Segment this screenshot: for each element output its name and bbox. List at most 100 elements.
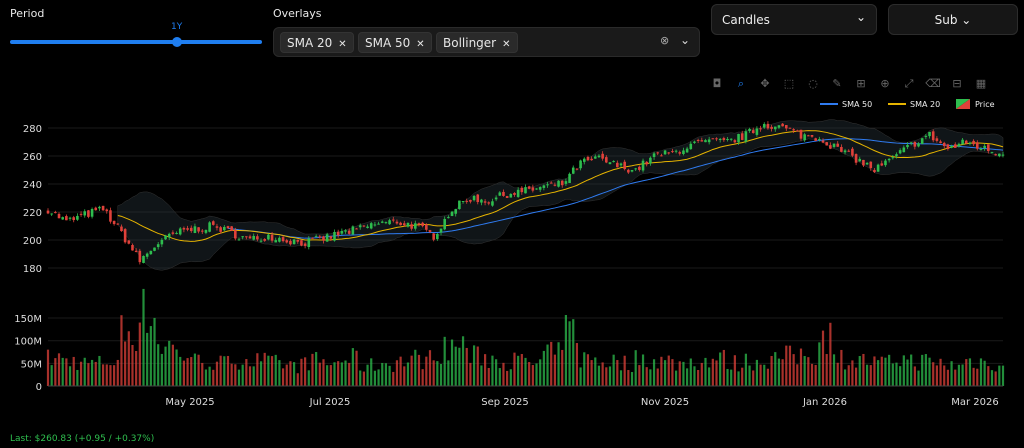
candle [975,142,979,149]
volume-bar [832,354,836,386]
period-slider-thumb[interactable] [172,37,182,47]
autoscale-icon[interactable]: ⤢ [904,77,914,90]
volume-bar [472,345,476,386]
volume-bar [836,362,839,386]
overlays-multiselect[interactable]: SMA 20 ✕ SMA 50 ✕ Bollinger ✕ ⊗ ⌄ [273,27,700,57]
volume-bar [810,363,814,386]
x-tick-label: Jan 2026 [802,397,847,408]
candle [538,187,542,190]
pan-icon[interactable]: ✥ [760,77,770,90]
sma20-line [117,130,1004,242]
chevron-down-icon[interactable]: ⌄ [680,33,691,47]
candle [68,217,72,219]
candle [219,227,222,232]
volume-bar [46,349,50,386]
volume-bar [865,364,869,386]
volume-bar [454,346,457,386]
candle [762,123,766,128]
legend-price-swatch-down [956,99,970,109]
volume-bar [733,355,736,386]
plotly-logo-icon[interactable]: ▦ [975,77,987,90]
candle [454,209,458,214]
candle [920,138,924,144]
fullscreen-icon[interactable]: ⊟ [952,77,962,90]
volume-bar [564,314,568,386]
volume-bar [61,357,64,386]
period-slider-track[interactable] [10,40,262,44]
candle [564,181,568,184]
zoom-out-icon[interactable]: ⊕ [880,77,890,90]
overlay-chip-sma20[interactable]: SMA 20 ✕ [280,32,354,53]
volume-bar [858,356,861,386]
volume-bar [645,367,648,386]
volume-bar [219,355,222,386]
overlay-chip-bollinger[interactable]: Bollinger ✕ [436,32,518,53]
volume-bar [480,365,483,386]
chip-label: SMA 20 [287,36,333,50]
reset-icon[interactable]: ⌫ [925,77,941,90]
remove-icon[interactable]: ✕ [416,39,425,50]
volume-bar [550,341,553,386]
candle [865,162,869,165]
zoom-icon[interactable]: ⌕ [737,77,745,90]
period-label: Period [10,7,45,20]
candle [733,140,737,143]
candle [200,230,204,232]
candle [278,237,281,242]
sub-button[interactable]: Sub ⌄ [888,4,1018,35]
sub-label: Sub [934,13,958,27]
candle [388,220,391,225]
candle [406,222,410,227]
volume-bar [921,354,924,386]
remove-icon[interactable]: ✕ [338,39,347,50]
draw-icon[interactable]: ✎ [832,77,842,90]
candle [605,157,608,163]
zoom-in-icon[interactable]: ⊞ [856,77,866,90]
camera-icon[interactable]: ◘ [712,77,722,90]
lasso-icon[interactable]: ◌ [808,77,818,90]
candle [502,191,505,196]
volume-bar [630,372,634,386]
candle [788,127,792,129]
volume-bar [259,361,263,386]
volume-bar [513,352,516,386]
volume-bar [913,366,916,386]
candle [876,164,880,172]
volume-bar [487,367,490,386]
candle [439,228,443,233]
volume-bar [326,365,329,386]
remove-icon[interactable]: ✕ [502,39,511,50]
candle [674,150,678,152]
overlay-chip-sma50[interactable]: SMA 50 ✕ [358,32,432,53]
volume-bar [704,357,707,386]
volume-bar [770,356,773,386]
candle [57,213,61,219]
candle [340,231,344,234]
volume-bar [436,361,439,386]
candle [718,138,722,141]
candle [274,240,278,243]
volume-bar [652,359,656,386]
clear-icon[interactable]: ⊗ [660,34,670,47]
candle [983,145,986,149]
candle [87,210,90,217]
volume-bar [671,359,674,386]
candle [546,184,549,186]
volume-tick-label: 50M [21,359,42,370]
candle [987,144,990,152]
candle [355,228,358,230]
volume-bar [579,367,582,386]
candle [131,244,134,251]
candle [818,139,821,141]
volume-bar [899,366,902,386]
box-select-icon[interactable]: ⬚ [783,77,795,90]
volume-bar [895,362,898,386]
candle [347,230,351,234]
volume-bar [329,365,332,386]
volume-bar [568,321,571,386]
volume-bar [976,368,979,386]
chart-type-select[interactable]: Candles ⌄ [711,4,877,35]
candle [744,131,748,142]
candle [715,138,718,140]
